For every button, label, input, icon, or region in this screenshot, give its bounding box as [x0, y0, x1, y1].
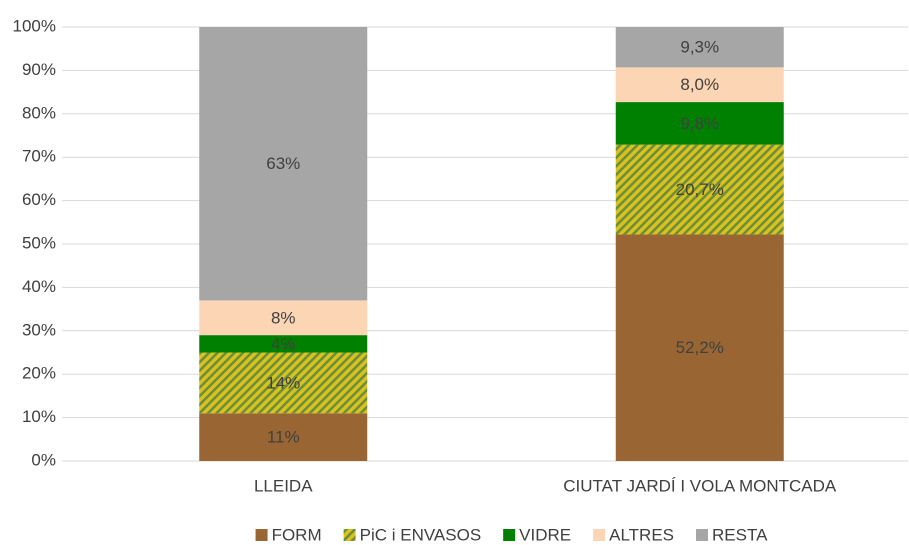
y-tick-label: 100%: [13, 16, 56, 35]
legend-label: RESTA: [712, 525, 768, 544]
legend-label: VIDRE: [519, 525, 571, 544]
bar-segment: [199, 352, 368, 414]
bar-segment: [615, 67, 784, 103]
bar-segment: [615, 27, 784, 68]
data-label: 9,8%: [680, 114, 719, 133]
data-label: 52,2%: [676, 338, 724, 357]
data-label: 14%: [266, 373, 300, 392]
y-tick-label: 0%: [31, 450, 56, 469]
bar-segment: [199, 27, 368, 301]
y-tick-label: 30%: [22, 320, 56, 339]
bar-segment: [199, 413, 368, 461]
legend-swatch: [503, 529, 516, 541]
data-label: 8,0%: [680, 75, 719, 94]
data-label: 9,3%: [680, 38, 719, 57]
data-label: 4%: [271, 334, 296, 353]
legend-label: ALTRES: [609, 525, 674, 544]
y-tick-label: 70%: [22, 147, 56, 166]
y-tick-label: 40%: [22, 277, 56, 296]
legend-swatch: [696, 529, 709, 541]
legend-swatch: [255, 529, 268, 541]
legend-label: PiC i ENVASOS: [360, 525, 482, 544]
data-label: 11%: [267, 428, 300, 447]
bar-segment: [615, 234, 784, 461]
y-tick-label: 90%: [22, 60, 56, 79]
legend-label: FORM: [272, 525, 322, 544]
data-label: 63%: [266, 154, 300, 173]
legend-swatch: [593, 529, 606, 541]
legend-swatch: [343, 529, 356, 541]
y-tick-label: 20%: [22, 364, 56, 383]
x-tick-label: LLEIDA: [254, 476, 313, 495]
y-tick-label: 10%: [22, 407, 56, 426]
x-tick-label: CIUTAT JARDÍ I VOLA MONTCADA: [563, 476, 837, 495]
y-tick-label: 60%: [22, 190, 56, 209]
data-label: 8%: [271, 308, 296, 327]
bar-segment: [615, 102, 784, 145]
bar-segment: [199, 300, 368, 336]
data-label: 20,7%: [676, 180, 724, 199]
y-tick-label: 50%: [22, 233, 56, 252]
bar-segment: [615, 144, 784, 235]
y-tick-label: 80%: [22, 103, 56, 122]
bar-segment: [199, 335, 368, 353]
